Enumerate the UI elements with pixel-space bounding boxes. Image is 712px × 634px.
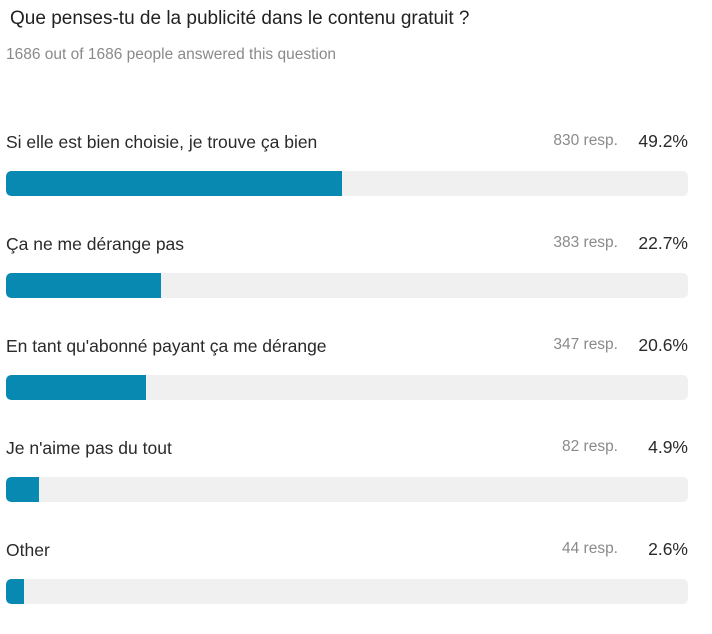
option-label: Ça ne me dérange pas: [6, 234, 185, 254]
option-row: En tant qu'abonné payant ça me dérange 34…: [6, 328, 688, 430]
bar-track: [6, 477, 688, 502]
option-responses: 383 resp.: [553, 234, 618, 251]
option-row: Si elle est bien choisie, je trouve ça b…: [6, 124, 688, 226]
option-responses: 44 resp.: [561, 540, 618, 557]
option-responses: 347 resp.: [553, 336, 618, 353]
bar-fill: [6, 375, 147, 400]
question-title: Que penses-tu de la publicité dans le co…: [10, 8, 470, 29]
options-chart: Si elle est bien choisie, je trouve ça b…: [6, 124, 688, 634]
bar-fill: [6, 171, 342, 196]
bar-track: [6, 273, 688, 298]
option-percent: 49.2%: [638, 131, 688, 151]
option-percent: 4.9%: [648, 437, 688, 457]
bar-fill: [6, 477, 40, 502]
bar-fill: [6, 579, 24, 604]
option-percent: 22.7%: [638, 233, 688, 253]
bar-track: [6, 375, 688, 400]
bar-fill: [6, 273, 161, 298]
option-percent: 2.6%: [648, 539, 688, 559]
option-percent: 20.6%: [638, 335, 688, 355]
option-label: Si elle est bien choisie, je trouve ça b…: [6, 132, 318, 152]
answered-count: 1686 out of 1686 people answered this qu…: [6, 46, 337, 63]
option-row: Other 44 resp. 2.6%: [6, 532, 688, 634]
option-label: En tant qu'abonné payant ça me dérange: [6, 336, 327, 356]
option-label: Je n'aime pas du tout: [6, 438, 172, 458]
option-responses: 830 resp.: [553, 132, 618, 149]
bar-track: [6, 171, 688, 196]
option-responses: 82 resp.: [561, 438, 618, 455]
bar-track: [6, 579, 688, 604]
option-row: Je n'aime pas du tout 82 resp. 4.9%: [6, 430, 688, 532]
option-row: Ça ne me dérange pas 383 resp. 22.7%: [6, 226, 688, 328]
option-label: Other: [6, 540, 50, 560]
